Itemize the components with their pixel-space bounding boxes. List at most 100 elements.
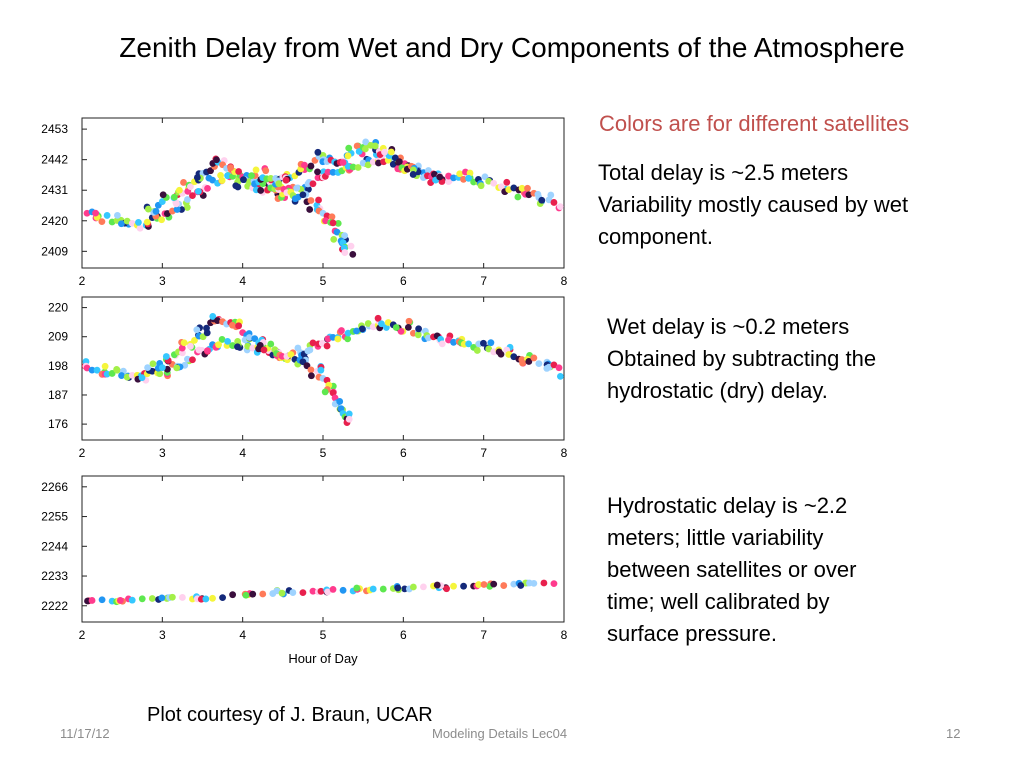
data-point bbox=[224, 172, 232, 180]
data-point bbox=[135, 219, 142, 226]
data-point bbox=[510, 580, 518, 588]
footer-page-number: 12 bbox=[946, 726, 961, 741]
data-point bbox=[103, 212, 111, 219]
y-tick-label: 176 bbox=[48, 417, 68, 431]
data-point bbox=[209, 313, 217, 320]
data-point bbox=[371, 142, 379, 150]
data-point bbox=[445, 178, 452, 185]
data-point bbox=[329, 219, 337, 227]
data-point bbox=[156, 370, 164, 378]
x-tick-label: 8 bbox=[561, 274, 568, 288]
data-point bbox=[307, 162, 315, 170]
data-point bbox=[374, 314, 382, 322]
data-point bbox=[260, 346, 268, 354]
data-point bbox=[475, 581, 483, 588]
x-tick-label: 4 bbox=[239, 274, 246, 288]
data-point bbox=[187, 342, 194, 350]
data-point bbox=[178, 344, 186, 352]
plot-frame bbox=[81, 117, 565, 269]
data-point bbox=[443, 585, 450, 593]
footer-date: 11/17/12 bbox=[60, 726, 110, 741]
data-point bbox=[207, 167, 214, 175]
colors-note-line: Colors are for different satellites bbox=[599, 111, 910, 136]
data-point bbox=[535, 360, 543, 368]
data-point bbox=[324, 168, 332, 176]
data-point bbox=[224, 338, 232, 345]
data-point bbox=[287, 351, 295, 358]
data-point bbox=[333, 228, 341, 236]
data-point bbox=[305, 185, 312, 193]
data-point bbox=[364, 161, 372, 169]
data-point bbox=[473, 347, 481, 354]
data-point bbox=[329, 168, 337, 176]
data-point bbox=[381, 148, 388, 156]
data-point bbox=[227, 164, 235, 172]
data-point bbox=[500, 582, 508, 589]
data-point bbox=[545, 196, 553, 204]
data-point bbox=[378, 320, 385, 328]
data-point bbox=[158, 216, 166, 224]
data-point bbox=[267, 340, 275, 348]
data-point bbox=[556, 203, 564, 211]
data-point bbox=[438, 340, 446, 348]
data-point bbox=[323, 342, 331, 350]
y-tick-label: 2409 bbox=[41, 244, 68, 258]
data-point bbox=[307, 372, 315, 380]
data-point bbox=[144, 364, 151, 371]
data-point bbox=[257, 187, 265, 194]
data-point bbox=[514, 193, 522, 201]
data-point bbox=[170, 193, 178, 201]
data-point bbox=[203, 324, 210, 332]
data-point bbox=[341, 249, 349, 256]
data-point bbox=[173, 364, 181, 372]
data-point bbox=[187, 183, 194, 190]
data-point bbox=[362, 138, 370, 146]
data-point bbox=[431, 171, 438, 178]
data-point bbox=[262, 167, 270, 175]
data-point bbox=[128, 372, 136, 379]
data-point bbox=[184, 196, 191, 203]
y-tick-label: 2222 bbox=[41, 599, 68, 613]
data-point bbox=[98, 218, 106, 225]
data-point bbox=[485, 345, 493, 353]
data-point bbox=[301, 161, 308, 169]
data-point bbox=[291, 195, 299, 203]
data-point bbox=[149, 360, 157, 368]
data-point bbox=[249, 590, 257, 598]
data-point bbox=[345, 144, 353, 152]
plot-panel-1: 2 3 4 5 6 7 8 2409 2420 2431 2442 2453 bbox=[41, 117, 568, 288]
x-axis-title: Hour of Day bbox=[288, 651, 358, 666]
y-tick-label: 2442 bbox=[41, 153, 68, 167]
data-point bbox=[218, 177, 226, 184]
data-point bbox=[158, 364, 166, 372]
data-point bbox=[450, 582, 457, 590]
data-point bbox=[364, 320, 372, 327]
data-point bbox=[191, 337, 198, 344]
y-tick-label: 2266 bbox=[41, 480, 68, 494]
data-point bbox=[304, 347, 312, 355]
data-point bbox=[353, 142, 361, 150]
data-point bbox=[328, 213, 336, 221]
data-point bbox=[361, 145, 369, 153]
data-point bbox=[550, 199, 558, 206]
data-point bbox=[317, 366, 325, 374]
x-tick-label: 2 bbox=[79, 628, 86, 642]
data-point bbox=[330, 235, 338, 243]
data-point bbox=[246, 334, 253, 341]
data-point bbox=[344, 152, 352, 160]
data-point bbox=[379, 585, 387, 593]
data-point bbox=[420, 583, 427, 591]
data-point bbox=[550, 361, 558, 369]
data-point bbox=[530, 579, 538, 587]
data-point bbox=[510, 353, 518, 361]
data-point bbox=[259, 590, 267, 598]
data-point bbox=[409, 583, 417, 591]
x-tick-label: 5 bbox=[320, 628, 327, 642]
x-tick-label: 5 bbox=[320, 446, 327, 460]
footer-title: Modeling Details Lec04 bbox=[432, 726, 568, 741]
data-point bbox=[116, 597, 124, 604]
hydrostatic-delay-note: Hydrostatic delay is ~2.2 meters; little… bbox=[607, 490, 856, 650]
data-point bbox=[309, 339, 317, 347]
hydro-note-line-2: meters; little variability bbox=[607, 525, 824, 550]
data-point bbox=[235, 168, 243, 175]
